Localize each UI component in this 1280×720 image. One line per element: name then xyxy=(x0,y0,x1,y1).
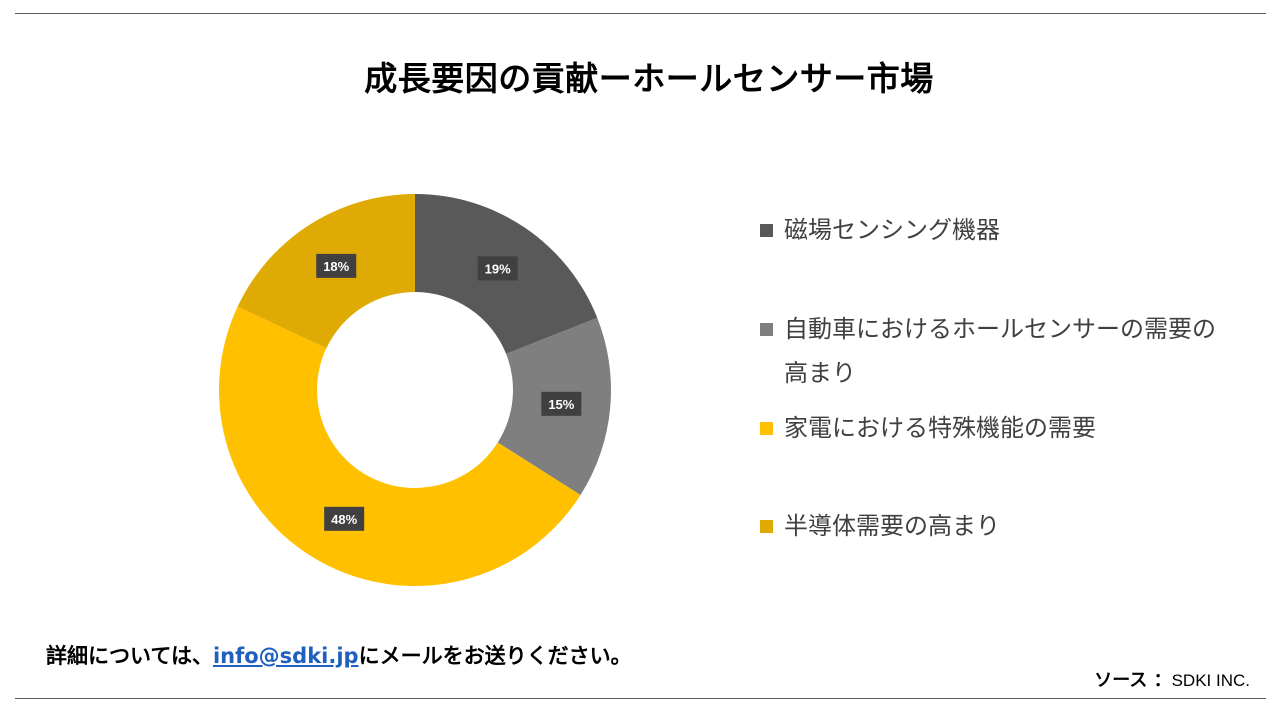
contact-suffix: にメールをお送りください。 xyxy=(358,644,632,668)
source-value: SDKI INC. xyxy=(1171,671,1250,690)
legend-item-semiconductor-demand: 半導体需要の高まり xyxy=(760,504,1230,548)
legend-swatch-icon xyxy=(760,520,773,533)
data-label-text: 19% xyxy=(485,261,511,276)
legend-label: 家電における特殊機能の需要 xyxy=(784,414,1096,442)
legend-label: 磁場センシング機器 xyxy=(784,216,1000,244)
data-label-text: 18% xyxy=(323,259,349,274)
source-credit: ソース ：SDKI INC. xyxy=(1094,666,1250,692)
bottom-divider xyxy=(15,698,1266,699)
data-label-semiconductor-demand: 18% xyxy=(316,253,357,278)
legend-swatch-icon xyxy=(760,422,773,435)
source-label: ソース ： xyxy=(1094,670,1172,691)
top-divider xyxy=(15,13,1266,14)
data-label-consumer-electronics: 48% xyxy=(324,506,365,531)
legend-label: 半導体需要の高まり xyxy=(784,512,1000,540)
contact-note: 詳細については、info@sdki.jpにメールをお送りください。 xyxy=(46,640,632,670)
legend-swatch-icon xyxy=(760,323,773,336)
data-label-box xyxy=(324,506,365,531)
legend-item-automotive-demand: 自動車におけるホールセンサーの需要の高まり xyxy=(760,307,1230,395)
legend-swatch-icon xyxy=(760,224,773,237)
donut-chart: 19% 15% 48% 18% xyxy=(219,194,611,586)
legend-item-consumer-electronics: 家電における特殊機能の需要 xyxy=(760,406,1230,450)
data-label-box xyxy=(541,391,582,416)
data-label-text: 15% xyxy=(548,397,574,412)
data-label-automotive-demand: 15% xyxy=(541,391,582,416)
email-link[interactable]: info@sdki.jp xyxy=(212,644,359,668)
contact-prefix: 詳細については、 xyxy=(46,644,213,668)
chart-title: 成長要因の貢献ーホールセンサー市場 xyxy=(364,59,934,98)
data-label-box xyxy=(477,256,518,281)
data-label-box xyxy=(316,253,357,278)
data-label-text: 48% xyxy=(331,512,357,527)
legend-item-magnetic-sensing: 磁場センシング機器 xyxy=(760,208,1230,252)
legend-label: 自動車におけるホールセンサーの需要の高まり xyxy=(784,315,1216,387)
donut-slice-consumer-electronics xyxy=(219,306,581,586)
data-label-magnetic-sensing: 19% xyxy=(477,256,518,281)
